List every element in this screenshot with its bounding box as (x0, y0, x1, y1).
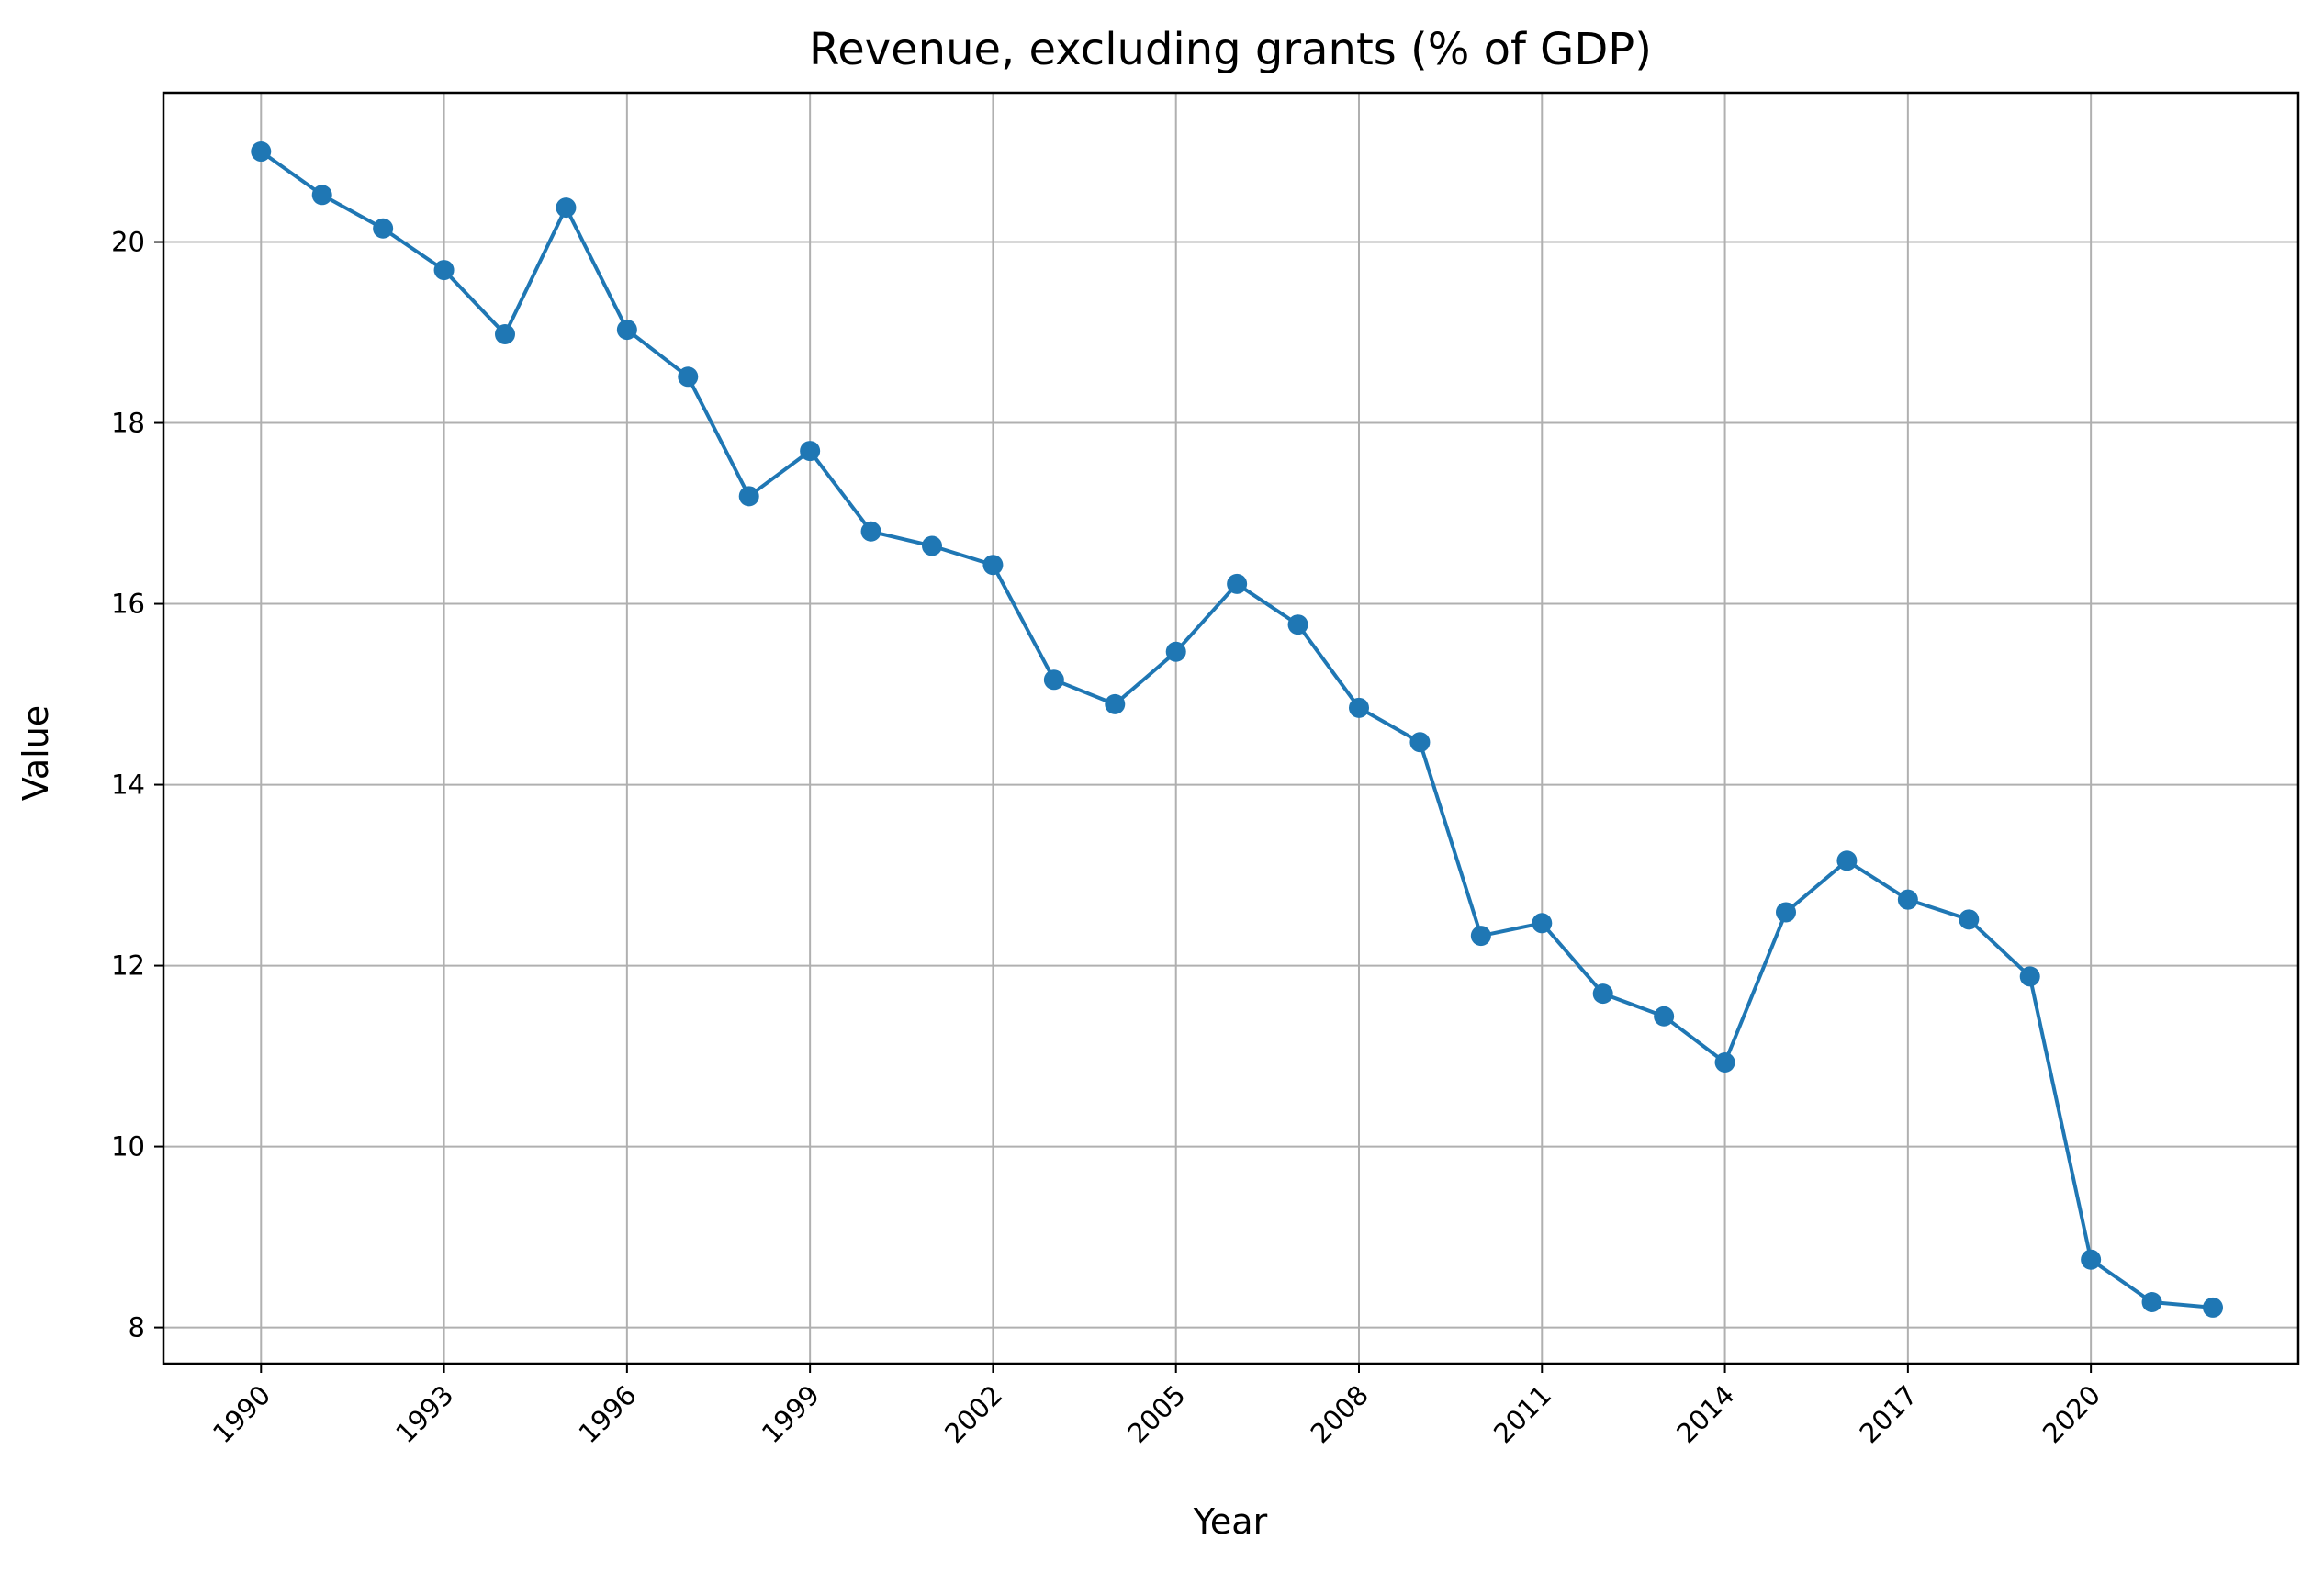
data-point (738, 486, 759, 507)
data-point (1836, 850, 1858, 871)
x-tick-label: 1996 (573, 1379, 643, 1449)
data-point (800, 441, 821, 462)
plot-frame (162, 91, 2300, 1365)
data-point (1105, 693, 1126, 714)
data-point (1349, 697, 1369, 718)
data-point (860, 521, 881, 542)
data-point (922, 535, 942, 556)
x-tick-label: 2008 (1305, 1379, 1375, 1449)
x-tick-label: 2014 (1670, 1379, 1740, 1449)
data-point (1165, 641, 1186, 662)
data-point (1227, 573, 1248, 594)
data-point (2081, 1249, 2102, 1270)
x-tick-labels: 1990 1993 1996 1999 2002 2005 2008 2011 2014 2017… (207, 1379, 2106, 1449)
data-point (2141, 1292, 2162, 1313)
data-point (2019, 966, 2040, 987)
x-tick-label: 2017 (1854, 1379, 1924, 1449)
data-point (1470, 926, 1491, 947)
data-point (1409, 732, 1431, 753)
data-point (1959, 909, 1980, 930)
data-point (616, 320, 637, 341)
y-tick-labels: 8 10 12 14 16 18 20 (111, 227, 145, 1343)
grid-lines (163, 93, 2298, 1364)
series-line (260, 150, 2214, 1309)
x-tick-label: 2011 (1488, 1379, 1557, 1449)
x-tick-label: 1999 (756, 1379, 825, 1449)
y-tick-label: 16 (111, 589, 145, 620)
x-tick-label: 2005 (1121, 1379, 1191, 1449)
data-point (1654, 1006, 1675, 1027)
chart-title: Revenue, excluding grants (% of GDP) (809, 24, 1652, 75)
x-tick-label: 1993 (389, 1379, 459, 1449)
y-tick-label: 14 (111, 770, 145, 801)
data-point (251, 141, 272, 163)
x-tick-label: 2020 (2037, 1379, 2106, 1449)
y-axis-label: Value (16, 705, 56, 801)
x-tick-label: 1990 (207, 1379, 276, 1449)
data-point (433, 260, 455, 281)
data-point (495, 324, 515, 345)
data-point (556, 197, 577, 219)
y-tick-label: 8 (129, 1312, 145, 1343)
y-tick-label: 18 (111, 408, 145, 439)
x-tick-label: 2002 (938, 1379, 1008, 1449)
data-point (1776, 902, 1796, 923)
data-point (1592, 983, 1613, 1005)
y-tick-label: 20 (111, 227, 145, 258)
data-point (982, 555, 1004, 576)
y-tick-label: 12 (111, 950, 145, 982)
data-point (1043, 669, 1064, 691)
data-point (1897, 889, 1918, 910)
data-point (1532, 913, 1553, 934)
axis-ticks (154, 241, 2093, 1373)
x-axis-label: Year (1193, 1501, 1268, 1542)
data-point (373, 218, 394, 239)
data-point (2203, 1297, 2223, 1318)
series-layer (251, 141, 2223, 1318)
data-point (311, 185, 332, 206)
y-tick-label: 10 (111, 1131, 145, 1163)
data-point (678, 366, 699, 388)
data-point (1287, 614, 1308, 635)
data-point (1714, 1051, 1735, 1073)
